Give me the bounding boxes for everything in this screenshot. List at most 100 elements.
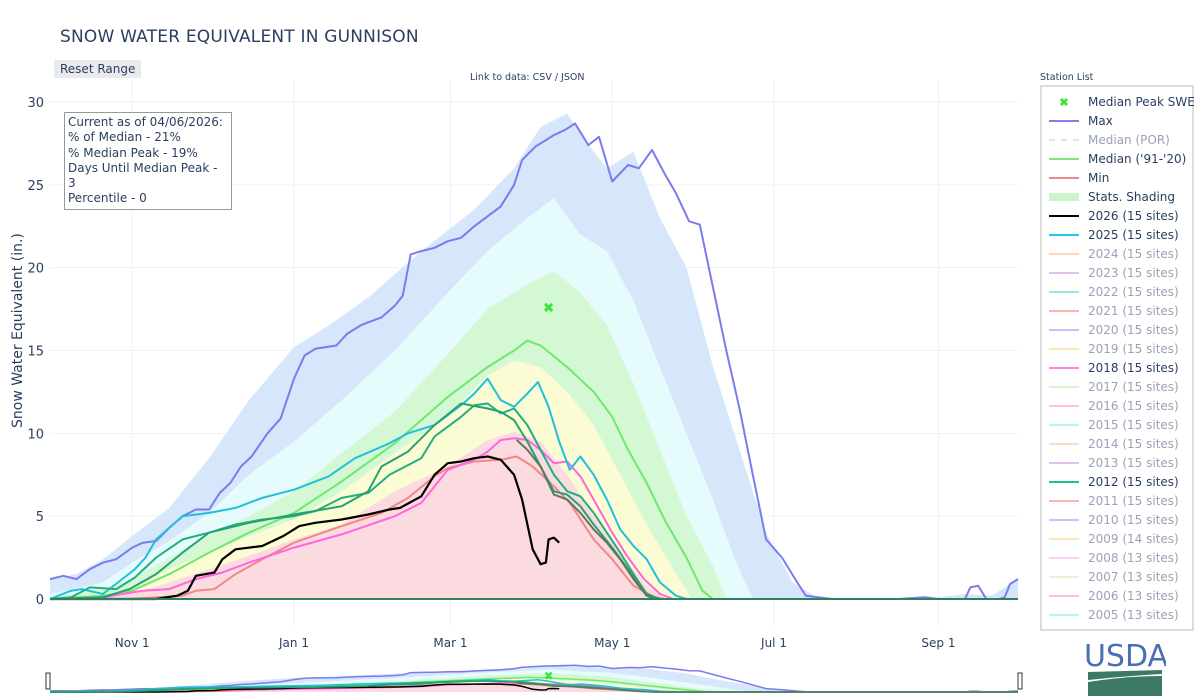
series-line-min bbox=[50, 455, 1018, 600]
legend-item[interactable]: 2018 (15 sites) bbox=[1048, 358, 1179, 377]
legend-item[interactable]: Max bbox=[1048, 111, 1113, 130]
series-line-max bbox=[49, 122, 1019, 600]
legend-swatch-icon bbox=[1048, 381, 1080, 393]
legend-item[interactable]: Min bbox=[1048, 168, 1109, 187]
y-tick-label: 30 bbox=[27, 96, 44, 111]
legend-item[interactable]: 2013 (15 sites) bbox=[1048, 453, 1179, 472]
usda-logo: USDA bbox=[1084, 639, 1169, 700]
legend-item[interactable]: 2019 (15 sites) bbox=[1048, 339, 1179, 358]
legend-swatch-icon bbox=[1048, 267, 1080, 279]
legend-item[interactable]: 2011 (15 sites) bbox=[1048, 491, 1179, 510]
legend-label: 2025 (15 sites) bbox=[1088, 227, 1179, 242]
range-handle-right[interactable] bbox=[1017, 672, 1023, 690]
legend-item[interactable]: 2009 (14 sites) bbox=[1048, 529, 1179, 548]
data-link[interactable]: Link to data: CSV / JSON bbox=[470, 72, 585, 83]
legend-swatch-icon bbox=[1048, 552, 1080, 564]
x-tick-label: Nov 1 bbox=[115, 636, 150, 650]
legend-item[interactable]: 2020 (15 sites) bbox=[1048, 320, 1179, 339]
y-tick-labels: 0 5 10 15 20 25 30 bbox=[27, 96, 44, 608]
range-line-2026 bbox=[50, 683, 560, 693]
series-line-grey bbox=[516, 439, 1018, 600]
legend-item[interactable]: Median Peak SWE bbox=[1048, 92, 1195, 111]
legend-item[interactable]: 2010 (15 sites) bbox=[1048, 510, 1179, 529]
legend-item[interactable]: 2022 (15 sites) bbox=[1048, 282, 1179, 301]
legend-swatch-icon bbox=[1048, 286, 1080, 298]
legend-item[interactable]: 2007 (13 sites) bbox=[1048, 567, 1179, 586]
legend-label: 2022 (15 sites) bbox=[1088, 284, 1179, 299]
median-peak-x bbox=[544, 302, 554, 312]
legend-swatch-icon bbox=[1048, 476, 1080, 488]
legend-swatch-icon bbox=[1048, 438, 1080, 450]
info-date: Current as of 04/06/2026: bbox=[68, 115, 223, 129]
legend-label: Median Peak SWE bbox=[1088, 94, 1195, 109]
usda-logo-text: USDA bbox=[1086, 640, 1166, 674]
legend-item[interactable]: 2016 (15 sites) bbox=[1048, 396, 1179, 415]
info-percentile: Percentile - 0 bbox=[68, 191, 147, 206]
legend-item[interactable]: 2024 (15 sites) bbox=[1048, 244, 1179, 263]
legend-label: 2017 (15 sites) bbox=[1088, 379, 1179, 394]
legend-label: 2020 (15 sites) bbox=[1088, 322, 1179, 337]
legend-item[interactable]: 2025 (15 sites) bbox=[1048, 225, 1179, 244]
legend-label: 2019 (15 sites) bbox=[1088, 341, 1179, 356]
legend-label: 2023 (15 sites) bbox=[1088, 265, 1179, 280]
legend-swatch-icon bbox=[1048, 324, 1080, 336]
legend-swatch-icon bbox=[1048, 590, 1080, 602]
legend-item[interactable]: 2008 (13 sites) bbox=[1048, 548, 1179, 567]
info-days-until-peak: Days Until Median Peak - 3 bbox=[68, 160, 218, 191]
legend-item[interactable]: 2023 (15 sites) bbox=[1048, 263, 1179, 282]
legend-swatch-icon bbox=[1048, 191, 1080, 203]
x-tick-label: Jul 1 bbox=[760, 636, 787, 650]
info-pct-median: % of Median - 21% bbox=[68, 130, 181, 145]
legend-swatch-icon bbox=[1048, 571, 1080, 583]
legend-swatch-icon bbox=[1048, 153, 1080, 165]
legend-item[interactable]: 2012 (15 sites) bbox=[1048, 472, 1179, 491]
legend-swatch-icon bbox=[1048, 609, 1080, 621]
series-line-2026 bbox=[50, 455, 560, 601]
shading-band-30-min bbox=[50, 431, 1018, 599]
x-tick-label: Jan 1 bbox=[278, 636, 309, 650]
legend-swatch-icon bbox=[1048, 172, 1080, 184]
current-status-box: Current as of 04/06/2026: % of Median - … bbox=[64, 112, 232, 210]
legend-swatch-icon bbox=[1048, 533, 1080, 545]
legend-item[interactable]: Median ('91-'20) bbox=[1048, 149, 1186, 168]
range-handle-left[interactable] bbox=[45, 672, 51, 690]
legend-label: 2014 (15 sites) bbox=[1088, 436, 1179, 451]
legend-label: 2018 (15 sites) bbox=[1088, 360, 1179, 375]
legend-label: Min bbox=[1088, 170, 1110, 185]
y-tick-label: 10 bbox=[27, 427, 44, 442]
legend-label: 2016 (15 sites) bbox=[1088, 398, 1179, 413]
reset-range-button[interactable]: Reset Range bbox=[54, 60, 142, 78]
range-median-peak-marker bbox=[544, 671, 553, 680]
legend-label: Stats. Shading bbox=[1088, 189, 1176, 204]
series-line-2012b bbox=[49, 402, 1018, 600]
x-tick-labels: Nov 1 Jan 1 Mar 1 May 1 Jul 1 Sep 1 bbox=[115, 636, 956, 650]
y-tick-label: 5 bbox=[36, 510, 44, 525]
y-axis-title: Snow Water Equivalent (in.) bbox=[10, 233, 26, 428]
legend-label: 2015 (15 sites) bbox=[1088, 417, 1179, 432]
legend-swatch-icon bbox=[1048, 248, 1080, 260]
series-line-2018 bbox=[49, 437, 1018, 600]
legend-label: 2009 (14 sites) bbox=[1088, 531, 1179, 546]
legend-item[interactable]: Median (POR) bbox=[1048, 130, 1170, 149]
markers bbox=[544, 302, 554, 312]
legend-item[interactable]: 2017 (15 sites) bbox=[1048, 377, 1179, 396]
y-tick-label: 25 bbox=[27, 179, 44, 194]
legend-item[interactable]: 2006 (13 sites) bbox=[1048, 586, 1179, 605]
legend-item[interactable]: 2015 (15 sites) bbox=[1048, 415, 1179, 434]
y-tick-label: 15 bbox=[27, 345, 44, 360]
legend-item[interactable]: 2026 (15 sites) bbox=[1048, 206, 1179, 225]
legend-item[interactable]: 2005 (13 sites) bbox=[1048, 605, 1179, 624]
legend-swatch-icon bbox=[1048, 229, 1080, 241]
legend-item[interactable]: 2021 (15 sites) bbox=[1048, 301, 1179, 320]
series-line-median-91-20- bbox=[49, 339, 1018, 600]
legend-swatch-icon bbox=[1048, 362, 1080, 374]
info-pct-median-peak: % Median Peak - 19% bbox=[68, 145, 198, 160]
range-line-median-91-20- bbox=[49, 676, 1018, 693]
legend-label: 2021 (15 sites) bbox=[1088, 303, 1179, 318]
legend-label: 2005 (13 sites) bbox=[1088, 607, 1179, 622]
median-peak-marker bbox=[544, 302, 554, 312]
legend-item[interactable]: 2014 (15 sites) bbox=[1048, 434, 1179, 453]
x-tick-label: Sep 1 bbox=[921, 636, 955, 650]
legend-item[interactable]: Stats. Shading bbox=[1048, 187, 1175, 206]
